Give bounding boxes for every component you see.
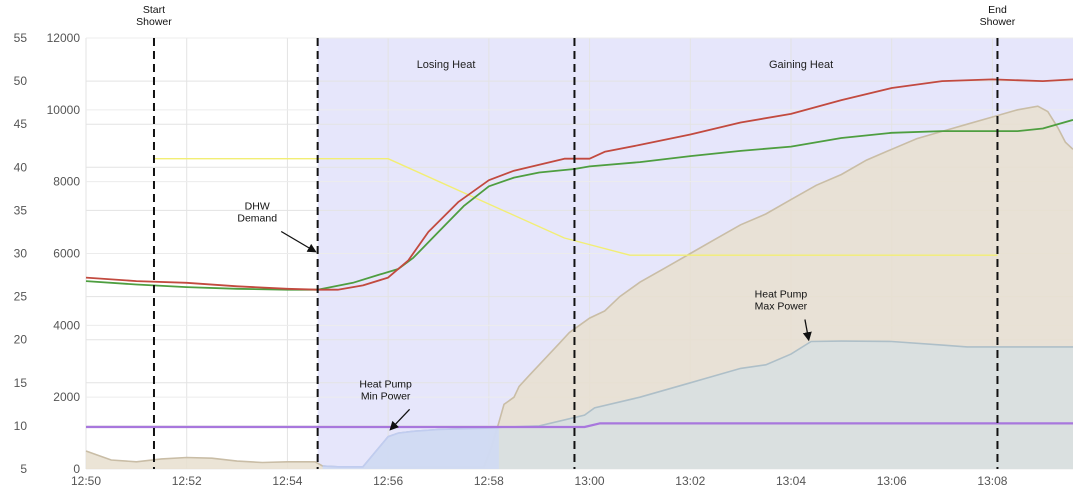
power-tick-label: 6000 bbox=[53, 247, 80, 261]
line-series-3 bbox=[86, 422, 1073, 429]
line-series-4 bbox=[154, 158, 998, 256]
temperature-tick-label: 10 bbox=[14, 419, 28, 433]
x-tick-label: 12:50 bbox=[71, 474, 101, 488]
annotation-label: Max Power bbox=[755, 300, 808, 312]
temperature-tick-label: 40 bbox=[14, 160, 28, 174]
area-series-2 bbox=[322, 427, 499, 469]
x-tick-label: 13:06 bbox=[877, 474, 907, 488]
temperature-tick-label: 30 bbox=[14, 247, 28, 261]
temperature-tick-label: 25 bbox=[14, 290, 28, 304]
annotation-label: Heat Pump bbox=[755, 288, 808, 300]
power-tick-label: 10000 bbox=[47, 103, 81, 117]
annotation-label: Min Power bbox=[361, 390, 411, 402]
annotation-label: Demand bbox=[237, 213, 277, 225]
region-label: Gaining Heat bbox=[769, 59, 833, 71]
temperature-tick-label: 35 bbox=[14, 203, 28, 217]
temperature-tick-label: 50 bbox=[14, 74, 28, 88]
power-tick-label: 0 bbox=[73, 462, 80, 476]
x-tick-label: 13:02 bbox=[675, 474, 705, 488]
temperature-tick-label: 20 bbox=[14, 333, 28, 347]
area-series-edge-2 bbox=[322, 426, 499, 468]
annotation-arrow bbox=[280, 230, 317, 253]
x-tick-label: 12:58 bbox=[474, 474, 504, 488]
temperature-tick-label: 55 bbox=[14, 31, 28, 45]
temperature-tick-label: 45 bbox=[14, 117, 28, 131]
x-tick-label: 12:54 bbox=[272, 474, 302, 488]
marker-label: Start bbox=[143, 4, 165, 16]
area-series-1 bbox=[322, 341, 1073, 469]
power-tick-label: 12000 bbox=[47, 31, 81, 45]
power-tick-label: 2000 bbox=[53, 390, 80, 404]
annotation-label: DHW bbox=[245, 201, 270, 213]
x-tick-label: 13:00 bbox=[575, 474, 605, 488]
marker-label: End bbox=[988, 4, 1007, 16]
x-tick-label: 13:08 bbox=[977, 474, 1007, 488]
annotation-arrow bbox=[389, 408, 411, 431]
line-series-6 bbox=[85, 78, 1073, 291]
temperature-tick-label: 15 bbox=[14, 376, 28, 390]
annotation-arrow bbox=[802, 319, 812, 342]
x-tick-label: 12:52 bbox=[172, 474, 202, 488]
marker-label: Shower bbox=[980, 16, 1016, 28]
x-tick-label: 13:04 bbox=[776, 474, 806, 488]
power-tick-label: 8000 bbox=[53, 175, 80, 189]
power-tick-label: 4000 bbox=[53, 318, 80, 332]
x-tick-label: 12:56 bbox=[373, 474, 403, 488]
annotation-label: Heat Pump bbox=[359, 378, 412, 390]
region-label: Losing Heat bbox=[417, 59, 476, 71]
marker-label: Shower bbox=[136, 16, 172, 28]
temperature-tick-label: 5 bbox=[20, 462, 27, 476]
